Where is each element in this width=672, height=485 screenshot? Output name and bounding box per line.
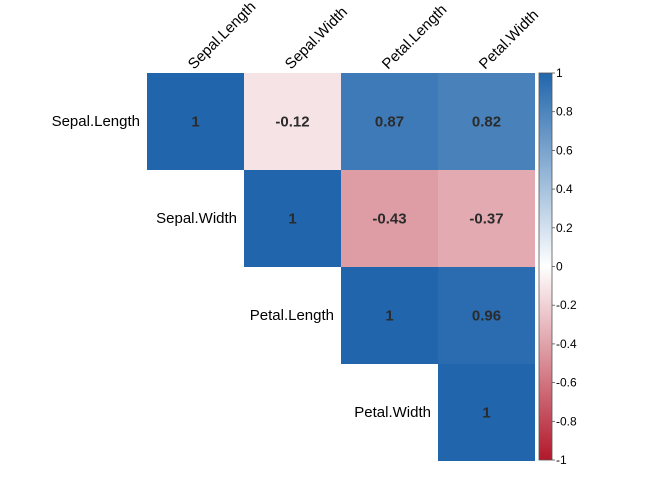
column-label-petal-width: Petal.Width	[476, 7, 542, 73]
cell-sepal-width-petal-width	[438, 170, 535, 267]
row-label-petal-length: Petal.Length	[250, 307, 334, 324]
colorbar-tick-label: 0.4	[556, 182, 573, 196]
cell-sepal-width-petal-width-value: -0.37	[469, 211, 503, 228]
colorbar-tick-label: -0.8	[556, 414, 577, 428]
cell-sepal-length-sepal-length	[147, 73, 244, 170]
colorbar-tick-label: 0	[556, 260, 563, 274]
cell-sepal-length-sepal-width	[244, 73, 341, 170]
cell-sepal-length-sepal-length-value: 1	[191, 114, 199, 131]
cell-petal-width-petal-width	[438, 364, 535, 461]
colorbar-tick-label: 1	[556, 66, 563, 80]
cell-sepal-width-petal-length-value: -0.43	[372, 211, 406, 228]
row-label-sepal-width: Sepal.Width	[156, 210, 237, 227]
colorbar-tick-label: -0.6	[556, 376, 577, 390]
cell-petal-length-petal-length	[341, 267, 438, 364]
cell-sepal-width-petal-length	[341, 170, 438, 267]
colorbar-tick-label: 0.2	[556, 221, 573, 235]
colorbar-tick-label: 0.8	[556, 105, 573, 119]
cell-sepal-length-petal-length-value: 0.87	[375, 114, 404, 131]
colorbar-tick-label: -0.4	[556, 337, 577, 351]
cell-petal-length-petal-length-value: 1	[385, 308, 393, 325]
cell-sepal-length-petal-width	[438, 73, 535, 170]
column-label-sepal-width: Sepal.Width	[282, 4, 351, 73]
cell-sepal-length-petal-width-value: 0.82	[472, 114, 501, 131]
cell-sepal-width-sepal-width	[244, 170, 341, 267]
colorbar: 1 0.8 0.6 0.4 0.2 0 -0.2 -0.4 -0.6 -0.8 -1	[538, 66, 577, 467]
cell-sepal-length-sepal-width-value: -0.12	[275, 114, 309, 131]
cell-petal-length-petal-width-value: 0.96	[472, 308, 501, 325]
cell-petal-width-petal-width-value: 1	[482, 405, 490, 422]
colorbar-tick-label: -0.2	[556, 298, 577, 312]
row-labels: Sepal.Length Sepal.Width Petal.Length Petal…	[52, 113, 431, 421]
colorbar-gradient	[538, 72, 553, 461]
column-label-sepal-length: Sepal.Length	[185, 0, 260, 73]
row-label-sepal-length: Sepal.Length	[52, 113, 140, 130]
cell-petal-length-petal-width	[438, 267, 535, 364]
heatmap-cells: 1 -0.12 0.87 0.82 1 -0.43 -0.37 1 0.96 1	[147, 73, 535, 461]
column-label-petal-length: Petal.Length	[379, 1, 451, 73]
row-label-petal-width: Petal.Width	[354, 404, 431, 421]
cell-sepal-width-sepal-width-value: 1	[288, 211, 296, 228]
colorbar-tick-label: -1	[556, 453, 567, 467]
column-labels: Sepal.Length Sepal.Width Petal.Length Petal…	[185, 0, 542, 73]
colorbar-tick-label: 0.6	[556, 143, 573, 157]
cell-sepal-length-petal-length	[341, 73, 438, 170]
